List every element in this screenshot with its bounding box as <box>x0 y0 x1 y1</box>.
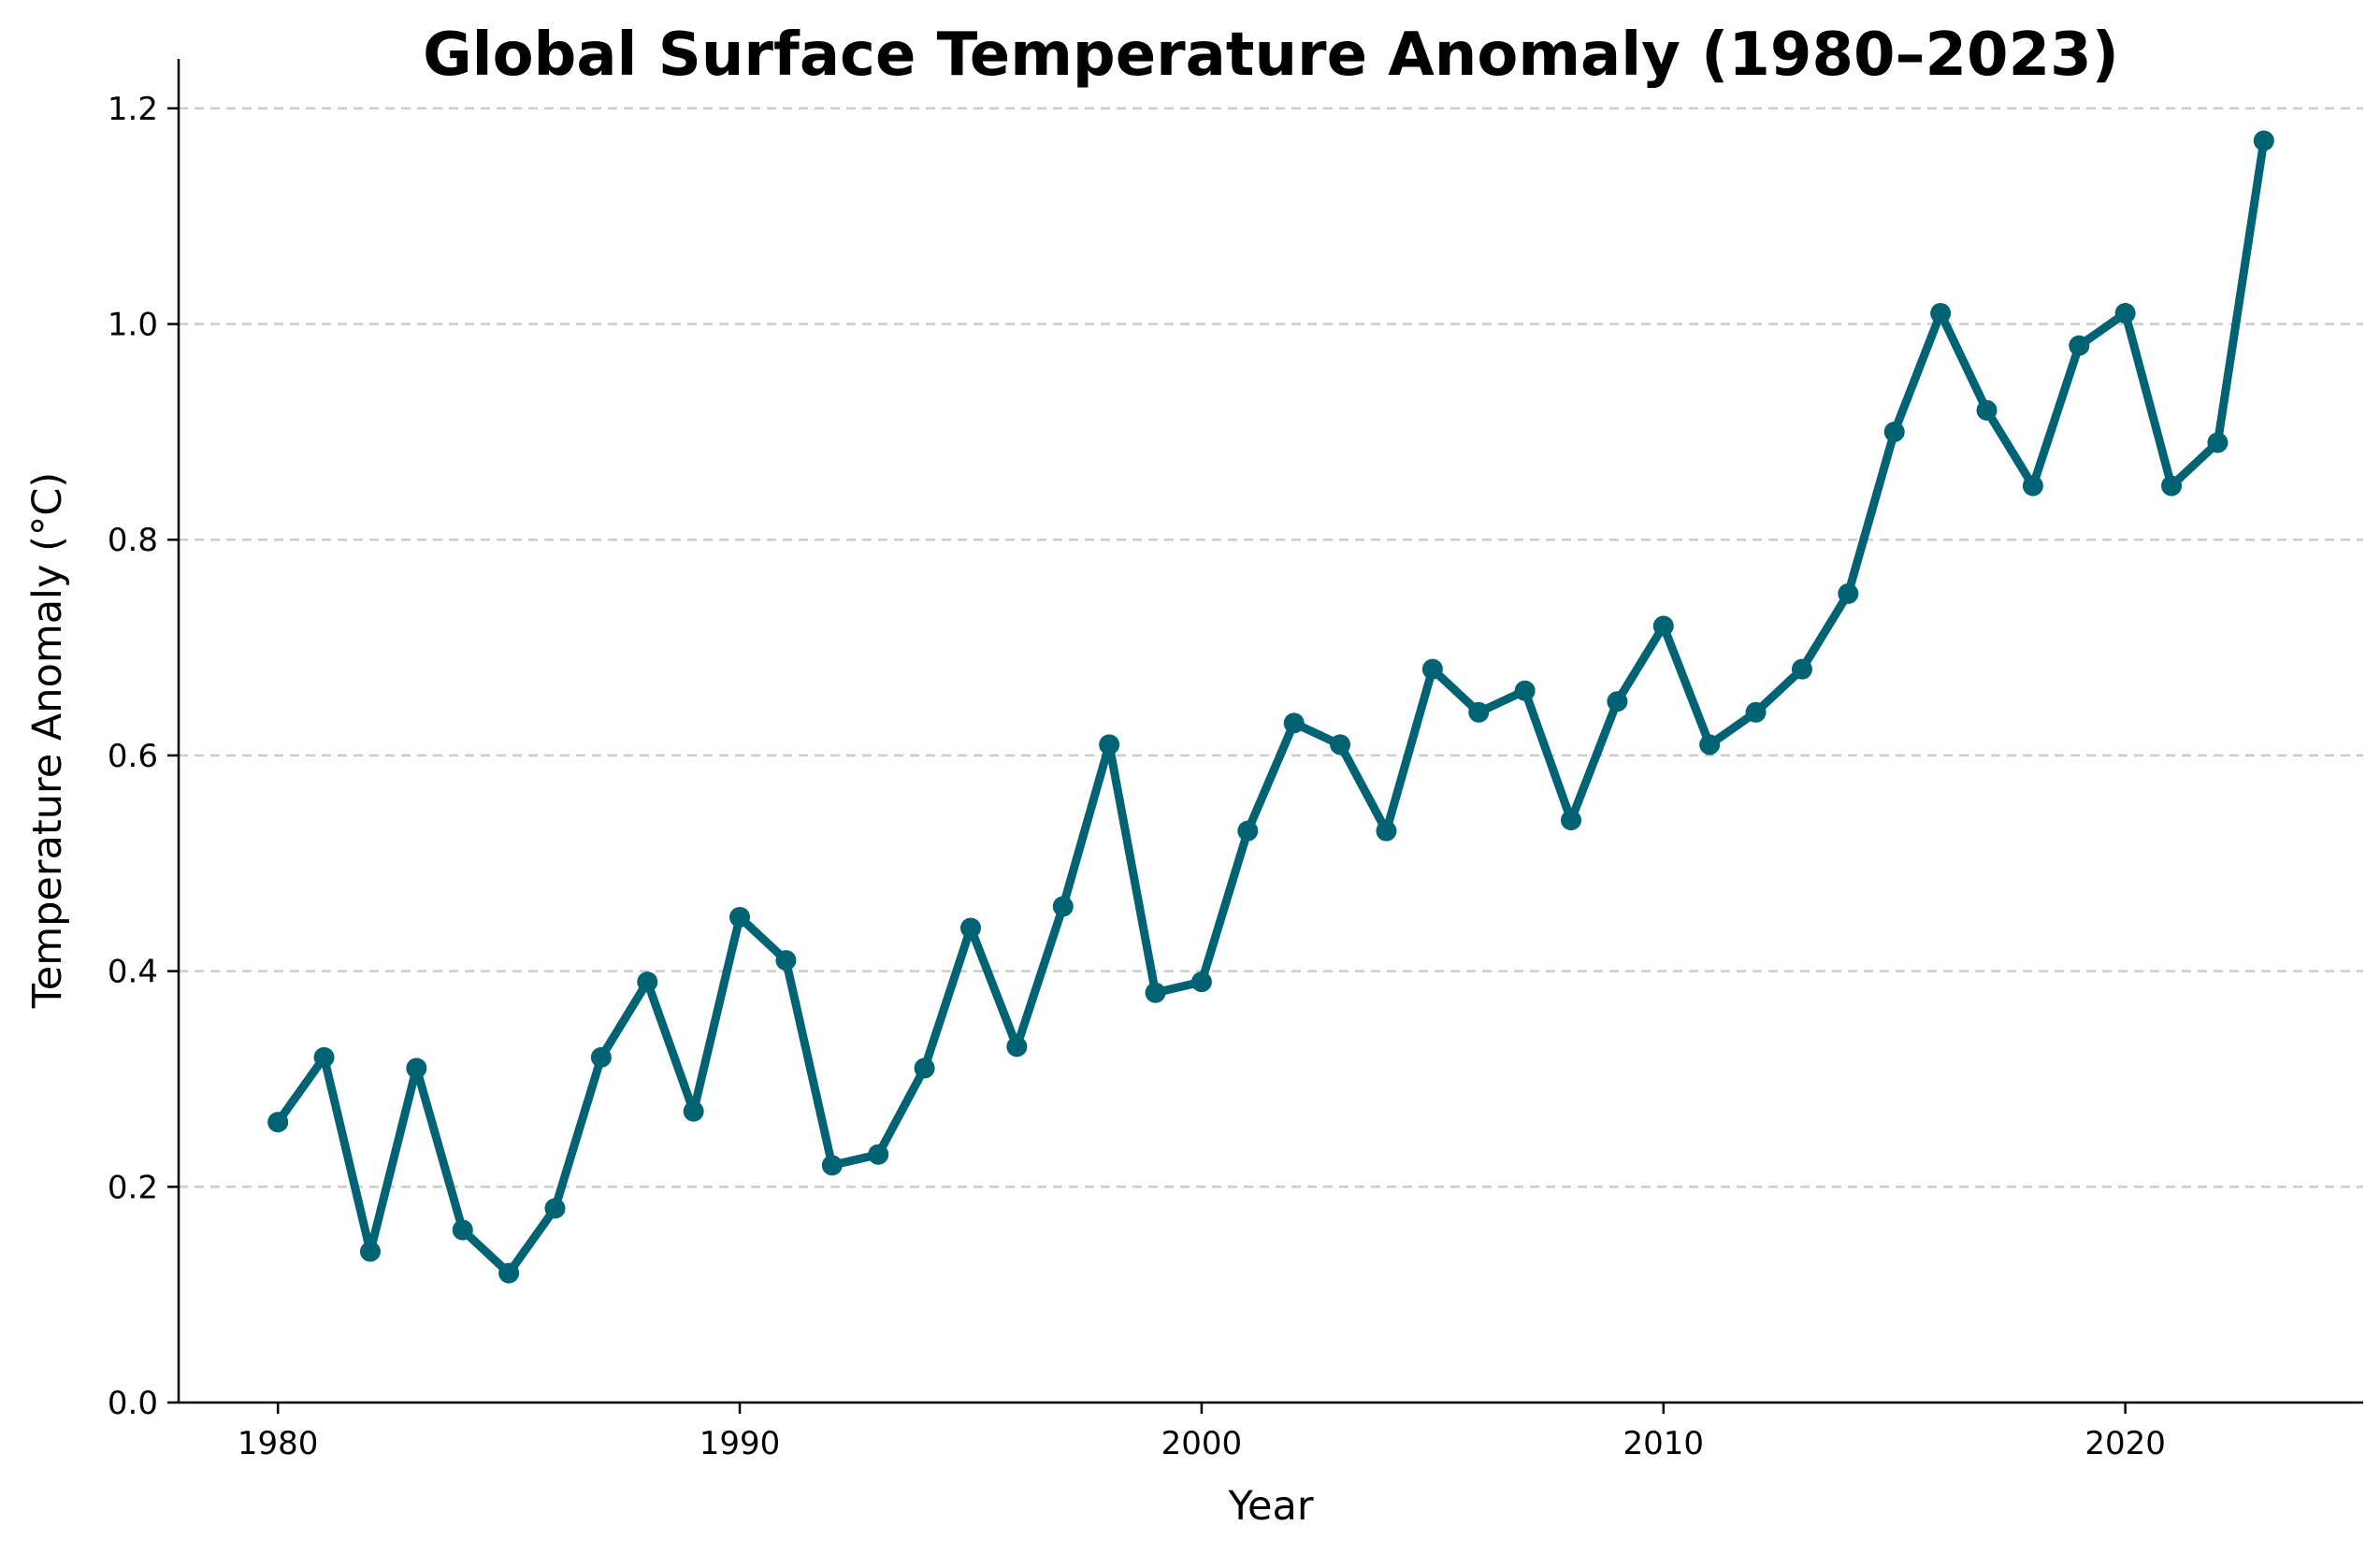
data-point-1989 <box>683 1101 704 1122</box>
axes <box>177 59 2363 1404</box>
y-tick-label: 1.2 <box>108 91 158 128</box>
data-point-1988 <box>637 971 658 993</box>
data-point-2013 <box>1791 658 1812 680</box>
data-point-1993 <box>868 1144 889 1165</box>
data-point-2008 <box>1561 810 1582 831</box>
y-tick-label: 0.4 <box>108 954 158 991</box>
data-point-2018 <box>2022 475 2043 496</box>
data-point-1990 <box>729 906 751 928</box>
x-tick-label: 2000 <box>1161 1425 1243 1462</box>
series-line <box>273 136 2269 1278</box>
data-point-2005 <box>1421 658 1443 680</box>
data-point-1986 <box>544 1198 566 1219</box>
data-point-2002 <box>1283 712 1305 734</box>
data-point-2009 <box>1607 691 1628 712</box>
chart-title: Global Surface Temperature Anomaly (1980… <box>423 21 2119 90</box>
y-axis-label: Temperature Anomaly (°C) <box>24 472 71 1009</box>
x-tick-label: 1990 <box>700 1425 781 1462</box>
data-point-1998 <box>1099 734 1120 755</box>
data-point-2012 <box>1745 701 1767 723</box>
x-tick-label: 2020 <box>2084 1425 2166 1462</box>
data-point-2021 <box>2161 475 2183 496</box>
data-point-1997 <box>1052 896 1074 917</box>
data-point-1985 <box>498 1262 520 1284</box>
data-point-1995 <box>959 917 981 939</box>
y-tick-label: 0.6 <box>108 738 158 775</box>
x-tick-label: 2010 <box>1623 1425 1705 1462</box>
data-point-1996 <box>1006 1036 1028 1058</box>
data-point-2020 <box>2114 303 2136 324</box>
y-tick-label: 0.2 <box>108 1169 158 1206</box>
x-tick-label: 1980 <box>238 1425 319 1462</box>
data-point-1994 <box>914 1058 935 1079</box>
data-point-2017 <box>1976 399 1998 421</box>
data-point-2014 <box>1838 583 1859 604</box>
y-tick-label: 0.0 <box>108 1385 158 1422</box>
data-point-1999 <box>1145 982 1166 1003</box>
data-point-1981 <box>313 1046 335 1068</box>
data-point-2015 <box>1883 421 1905 442</box>
data-point-2001 <box>1237 820 1259 842</box>
data-point-1991 <box>775 950 797 971</box>
data-point-2003 <box>1330 734 1351 755</box>
data-point-1983 <box>406 1058 427 1079</box>
y-tick-label: 0.8 <box>108 522 158 559</box>
data-point-2000 <box>1190 971 1212 993</box>
data-point-2016 <box>1930 303 1952 324</box>
series-group <box>267 130 2274 1284</box>
tick-marks-and-labels: 0.0 0.2 0.4 0.6 0.8 1.0 1.2 1980 1990 2000 2010 202… <box>108 91 2166 1462</box>
data-point-2011 <box>1699 734 1721 755</box>
data-point-1987 <box>590 1046 612 1068</box>
data-point-2022 <box>2207 432 2229 453</box>
data-point-1984 <box>452 1219 473 1241</box>
y-tick-label: 1.0 <box>108 307 158 344</box>
data-point-1992 <box>821 1155 843 1176</box>
x-axis-label: Year <box>1227 1483 1313 1530</box>
data-point-1982 <box>359 1241 381 1262</box>
data-point-2019 <box>2069 335 2090 356</box>
grid-lines <box>179 107 2363 1188</box>
data-point-2004 <box>1376 820 1397 842</box>
data-point-2007 <box>1514 680 1536 701</box>
data-point-2006 <box>1468 701 1490 723</box>
data-point-2023 <box>2253 130 2274 151</box>
data-point-2010 <box>1652 615 1674 637</box>
data-point-1980 <box>267 1112 289 1133</box>
